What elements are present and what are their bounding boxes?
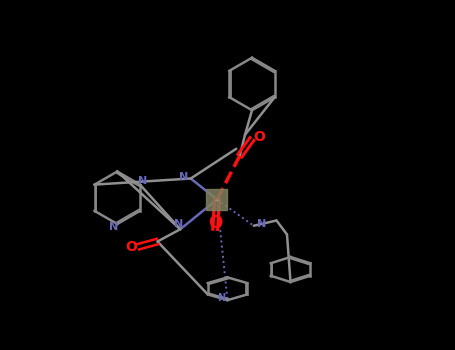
Text: N: N xyxy=(109,222,118,232)
Text: N: N xyxy=(138,176,147,186)
Bar xyxy=(207,189,228,210)
Text: N: N xyxy=(217,293,225,303)
Text: N: N xyxy=(257,219,266,229)
Text: O: O xyxy=(253,130,265,144)
Text: N: N xyxy=(179,173,188,182)
Text: N: N xyxy=(174,219,183,229)
Text: O: O xyxy=(208,214,222,232)
Text: O: O xyxy=(125,240,137,254)
